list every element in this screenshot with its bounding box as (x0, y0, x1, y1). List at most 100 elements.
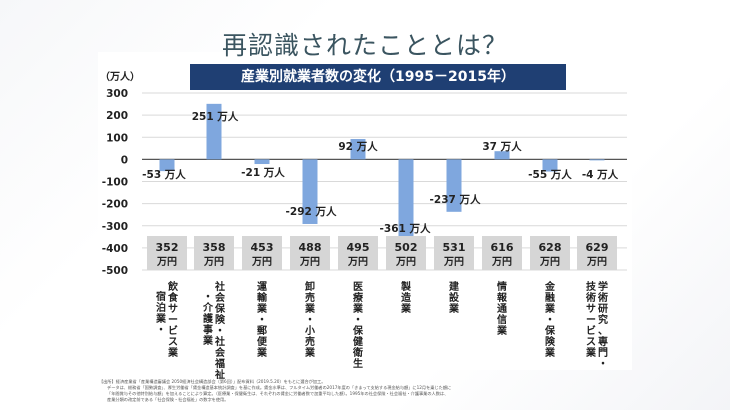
wage-box (242, 236, 282, 270)
y-tick-label: -300 (102, 221, 128, 233)
category-label-char: 信 (497, 313, 507, 326)
wage-value: 502 (395, 241, 418, 254)
wage-box (577, 236, 617, 270)
category-label-char: ・ (257, 315, 267, 326)
category-label-char: 保 (352, 324, 364, 337)
wage-value: 495 (347, 241, 370, 254)
category-label-char: 業 (544, 346, 556, 359)
footnote-line: 【出所】経済産業省「産業構造審議会 2050経済社会構造部会（第6回）」配布資料… (99, 379, 326, 384)
wage-box (338, 236, 378, 270)
wage-value: 531 (443, 241, 466, 254)
data-label: -361 万人 (380, 222, 431, 235)
wage-unit: 万円 (299, 256, 320, 268)
category-label-char: 業 (496, 324, 508, 337)
category-label-char: 保 (214, 302, 226, 315)
category-label-char: 融 (545, 291, 555, 304)
category-label-char: 業 (256, 346, 268, 359)
category-label-char: ビ (586, 324, 596, 337)
category-label-char: 術 (585, 291, 596, 304)
category-label-char: ・ (545, 315, 555, 326)
category-label-char: 売 (305, 291, 315, 304)
footnote: 【出所】経済産業省「産業構造審議会 2050経済社会構造部会（第6回）」配布資料… (99, 379, 569, 403)
category-label-char: ・ (203, 292, 213, 303)
category-label-char: 健 (353, 335, 363, 348)
y-tick-label: -500 (102, 265, 128, 277)
category-label-char: 業 (400, 302, 412, 315)
category-label-char: 業 (544, 302, 556, 315)
category-label-char: 社 (214, 335, 225, 348)
category-label-char: 業 (202, 334, 214, 347)
category-label-char: 福 (214, 357, 225, 370)
category-label-char: サ (168, 303, 178, 315)
category-label-char: 門 (598, 347, 608, 359)
category-label-char: 、 (598, 326, 608, 337)
wage-unit: 万円 (491, 256, 512, 268)
footnote-line: 「年間賞与その他特別給与額」を加えることにより算定。（医療業・保健衛生は、それぞ… (107, 391, 449, 396)
data-label: 251 万人 (192, 110, 239, 123)
category-label-char: 業 (352, 302, 364, 315)
chart-panel (98, 52, 632, 370)
category-label-char: 技 (586, 280, 597, 293)
data-label: -53 万人 (142, 168, 186, 181)
category-label-char: 売 (305, 335, 315, 348)
category-label-char: 泊 (156, 301, 166, 314)
footnote-line: 産業分類の改定前である「社会保険・社会福祉」の数字を使用。 (107, 397, 229, 402)
bar (254, 159, 270, 165)
y-tick-label: 100 (106, 132, 128, 144)
category-label-char: 業 (585, 346, 597, 359)
bar (350, 139, 366, 160)
category-label-char: ・ (215, 326, 225, 337)
category-label-char: 卸 (305, 280, 315, 293)
category-label-char: 郵 (257, 324, 267, 337)
category-label-char: 食 (167, 291, 179, 304)
data-label: -55 万人 (528, 168, 572, 181)
data-label: -21 万人 (241, 166, 285, 179)
y-tick-label: -100 (102, 177, 128, 189)
category-label-char: 究 (598, 313, 608, 326)
wage-value: 629 (586, 241, 609, 254)
wage-value: 628 (539, 241, 562, 254)
category-label-char: 運 (257, 281, 267, 293)
category-label-char: 製 (400, 280, 411, 293)
category-label-char: ・ (598, 359, 608, 370)
category-label-char: 護 (203, 312, 214, 325)
category-label-char: 会 (215, 346, 225, 359)
bar (398, 159, 414, 240)
y-axis-unit-label: （万人） (100, 72, 140, 83)
category-label-char: 術 (597, 291, 608, 304)
wage-unit: 万円 (539, 256, 560, 268)
wage-unit: 万円 (347, 256, 368, 268)
bar (589, 159, 605, 161)
bar (542, 159, 558, 172)
wage-box (482, 236, 522, 270)
category-label-char: ス (586, 336, 596, 348)
y-tick-label: -400 (102, 243, 128, 255)
wage-unit: 万円 (251, 256, 272, 268)
bar (206, 103, 222, 160)
category-label-char: 造 (401, 291, 412, 304)
y-tick-label: 300 (106, 88, 128, 100)
bar (302, 159, 318, 224)
category-label-char: 輸 (257, 291, 268, 304)
category-label-char: 建 (448, 280, 460, 293)
wage-box (194, 236, 234, 270)
category-label-char: 通 (497, 303, 507, 315)
chart-title: 産業別就業者数の変化（1995－2015年） (190, 64, 566, 90)
wage-value: 616 (491, 241, 514, 254)
wage-value: 352 (156, 241, 179, 254)
category-label-char: 療 (353, 291, 363, 304)
category-label-char: 報 (497, 291, 508, 304)
category-label-char: 便 (257, 335, 268, 348)
wage-unit: 万円 (203, 256, 224, 268)
y-tick-label: -200 (102, 199, 128, 211)
wage-box (530, 236, 570, 270)
bar (446, 159, 462, 212)
data-label: -4 万人 (582, 168, 619, 181)
category-label-char: ー (586, 315, 596, 326)
category-label-char: ー (168, 315, 178, 326)
category-label-char: 飲 (167, 280, 179, 293)
category-label-char: 金 (544, 280, 556, 293)
category-label-char: ・ (156, 325, 166, 336)
category-label-char: 業 (304, 346, 316, 359)
category-label-char: 会 (215, 291, 225, 304)
